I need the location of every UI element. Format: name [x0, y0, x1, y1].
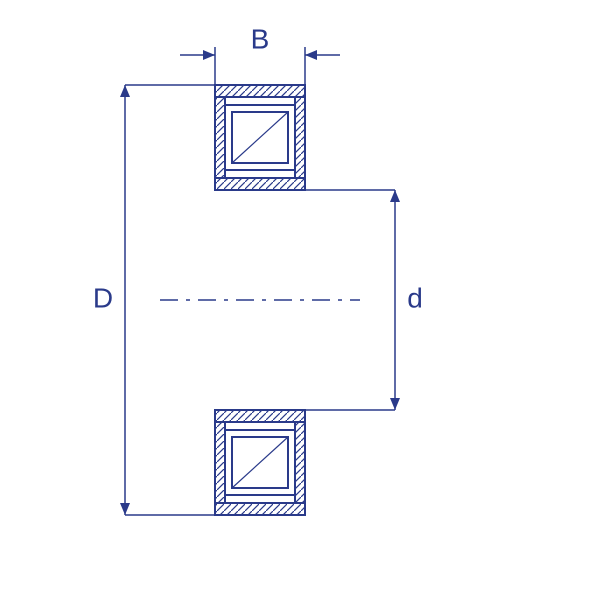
dimension-label: B — [251, 23, 270, 54]
bearing-cross-section-diagram: Dd B — [0, 0, 600, 600]
hatched-region — [215, 422, 225, 503]
dimension-label: D — [93, 282, 113, 313]
arrowhead-icon — [390, 398, 400, 410]
arrowhead-icon — [203, 50, 215, 60]
hatched-region — [295, 97, 305, 178]
dimension-label: d — [407, 282, 423, 313]
hatched-region — [215, 178, 305, 190]
hatched-region — [215, 97, 225, 178]
hatched-region — [295, 422, 305, 503]
arrowhead-icon — [120, 85, 130, 97]
hatched-region — [215, 410, 305, 422]
hatched-region — [215, 85, 305, 97]
hatched-region — [215, 503, 305, 515]
arrowhead-icon — [305, 50, 317, 60]
arrowhead-icon — [120, 503, 130, 515]
arrowhead-icon — [390, 190, 400, 202]
